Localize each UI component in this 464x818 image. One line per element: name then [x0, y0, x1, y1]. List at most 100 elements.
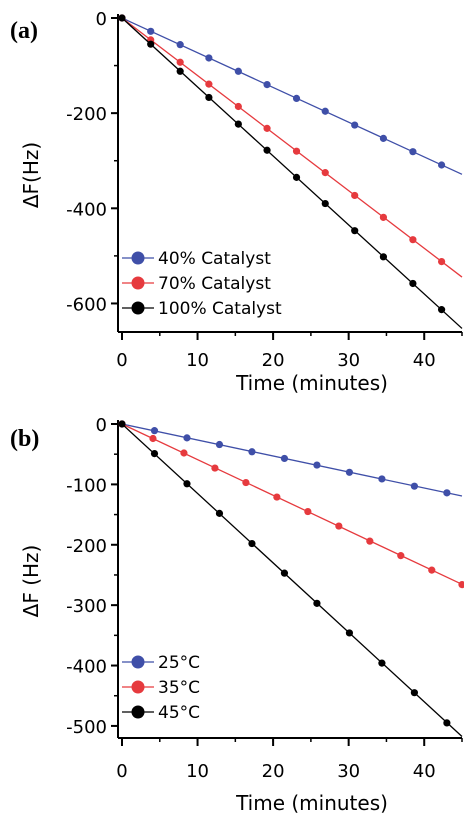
data-point	[292, 173, 301, 181]
chart-panel-b: (b) 0 -100 -200 -300 -400 -500 0 10 20 30 40 Time (m…	[10, 415, 464, 815]
data-point	[211, 464, 219, 472]
data-point	[351, 191, 359, 200]
data-point	[443, 489, 451, 497]
y-tick-label: -100	[66, 475, 107, 496]
data-point	[321, 107, 329, 115]
data-point	[150, 449, 159, 458]
data-point	[292, 94, 301, 103]
x-tick-label: 0	[116, 350, 127, 371]
data-point	[242, 478, 250, 487]
data-point	[215, 509, 224, 517]
y-tick-label: -600	[66, 294, 107, 315]
data-point	[176, 41, 184, 49]
y-tick-label: -300	[66, 596, 107, 617]
data-point	[313, 599, 321, 607]
legend-marker	[131, 655, 145, 669]
data-point	[378, 659, 386, 667]
x-tick-label: 0	[116, 761, 127, 782]
data-point	[263, 81, 271, 89]
data-point	[205, 54, 213, 62]
data-point	[321, 199, 329, 208]
data-point	[443, 719, 451, 727]
data-point	[410, 482, 418, 490]
data-point	[205, 93, 213, 102]
data-point	[379, 134, 388, 142]
data-point	[409, 148, 417, 156]
data-point	[263, 124, 271, 132]
data-point	[150, 427, 159, 435]
legend-marker	[131, 680, 145, 694]
y-tick-label: 0	[96, 9, 107, 30]
x-tick-label: 40	[413, 761, 436, 782]
data-point	[118, 14, 126, 22]
series-line	[121, 423, 463, 497]
data-point	[205, 80, 213, 88]
legend-marker	[131, 276, 145, 290]
data-point	[304, 507, 312, 516]
data-point	[183, 434, 191, 442]
data-point	[335, 522, 343, 530]
data-point	[147, 27, 155, 35]
y-tick-label: -200	[66, 536, 107, 557]
data-point	[280, 454, 289, 463]
x-tick-label: 20	[262, 761, 285, 782]
data-point	[176, 58, 184, 66]
data-point	[409, 236, 417, 244]
data-point	[458, 581, 464, 589]
legend-marker	[131, 705, 145, 719]
x-tick-label: 10	[186, 350, 209, 371]
data-point	[183, 480, 191, 488]
x-axis-label: Time (minutes)	[235, 371, 388, 395]
legend-label: 25°C	[158, 653, 200, 673]
data-point	[273, 493, 281, 501]
data-point	[263, 146, 271, 154]
legend-label: 40% Catalyst	[158, 249, 271, 269]
data-point	[321, 169, 329, 177]
chart-panel-a: (a) 0 -200 -400 -600 0 10 20 30 40 Time (minutes) Δ…	[10, 9, 463, 395]
data-point	[280, 569, 289, 577]
data-point	[234, 120, 242, 128]
data-point	[409, 279, 417, 288]
legend-label: 70% Catalyst	[158, 274, 271, 294]
series-line	[121, 423, 463, 737]
data-point	[149, 434, 157, 443]
x-tick-label: 10	[186, 761, 209, 782]
data-point	[248, 539, 256, 548]
x-tick-label: 30	[337, 350, 360, 371]
data-point	[292, 147, 301, 155]
data-point	[234, 102, 242, 111]
data-point	[378, 475, 386, 483]
data-point	[410, 689, 418, 697]
data-point	[234, 67, 242, 75]
x-tick-label: 30	[337, 761, 360, 782]
y-tick-label: -400	[66, 199, 107, 220]
data-point	[180, 449, 188, 457]
panel-label: (b)	[10, 426, 39, 452]
legend-marker	[131, 251, 145, 265]
data-point	[379, 213, 388, 221]
data-point	[351, 227, 359, 235]
x-tick-label: 40	[413, 350, 436, 371]
data-point	[351, 121, 359, 129]
y-axis-label: ΔF(Hz)	[19, 142, 43, 208]
data-point	[176, 67, 184, 75]
data-point	[397, 552, 405, 560]
x-tick-label: 20	[262, 350, 285, 371]
data-point	[345, 629, 354, 637]
data-point	[438, 161, 446, 169]
legend-label: 35°C	[158, 678, 200, 698]
data-point	[345, 468, 354, 476]
data-point	[428, 566, 436, 574]
data-point	[147, 40, 155, 48]
legend-marker	[131, 301, 145, 315]
series-line	[121, 423, 463, 585]
x-axis-label: Time (minutes)	[235, 791, 388, 815]
panel-label: (a)	[10, 18, 38, 44]
data-point	[366, 537, 374, 545]
data-point	[438, 306, 446, 314]
y-tick-label: -400	[66, 657, 107, 678]
y-axis-label: ΔF (Hz)	[19, 545, 43, 618]
data-point	[118, 420, 126, 428]
y-tick-label: -500	[66, 717, 107, 738]
data-point	[379, 253, 388, 261]
